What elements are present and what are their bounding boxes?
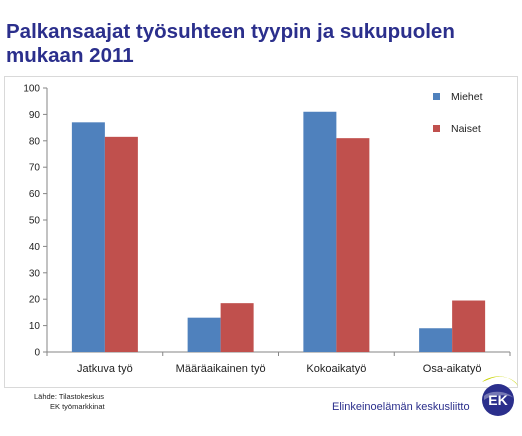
source-line-2: EK työmarkkinat: [50, 402, 105, 411]
x-tick-label: Osa-aikatyö: [423, 363, 482, 375]
bar-naiset: [220, 303, 254, 352]
y-tick-label: 100: [23, 84, 40, 95]
source-note: Lähde: Tilastokeskus EK työmarkkinat: [34, 392, 105, 412]
y-tick-label: 70: [29, 163, 41, 174]
logo-text: EK: [488, 392, 507, 408]
legend-label-naiset: Naiset: [451, 123, 481, 135]
y-tick-label: 0: [34, 348, 40, 359]
bar-miehet: [303, 111, 337, 352]
legend-label-miehet: Miehet: [451, 91, 483, 103]
y-tick-label: 50: [29, 216, 41, 227]
chart-title: Palkansaajat työsuhteen tyypin ja sukupu…: [6, 20, 455, 67]
y-tick-label: 90: [29, 110, 41, 121]
y-tick-label: 10: [29, 321, 41, 332]
x-tick-label: Määräaikainen työ: [176, 363, 266, 375]
bar-miehet: [419, 328, 453, 352]
x-tick-label: Kokoaikatyö: [306, 363, 366, 375]
bar-miehet: [187, 317, 221, 352]
bar-naiset: [452, 300, 486, 352]
y-tick-label: 60: [29, 189, 41, 200]
y-tick-label: 40: [29, 242, 41, 253]
bar-naiset: [104, 136, 138, 352]
legend-swatch-miehet: [433, 93, 440, 100]
x-tick-label: Jatkuva työ: [77, 363, 133, 375]
y-tick-label: 80: [29, 136, 41, 147]
bar-miehet: [71, 122, 105, 352]
ek-logo-icon: EK: [482, 376, 518, 416]
legend-swatch-naiset: [433, 125, 440, 132]
bar-naiset: [336, 138, 370, 352]
y-tick-label: 30: [29, 268, 41, 279]
brand-name: Elinkeinoelämän keskusliitto: [332, 401, 470, 413]
y-tick-label: 20: [29, 295, 41, 306]
source-line-1: Lähde: Tilastokeskus: [34, 392, 105, 401]
